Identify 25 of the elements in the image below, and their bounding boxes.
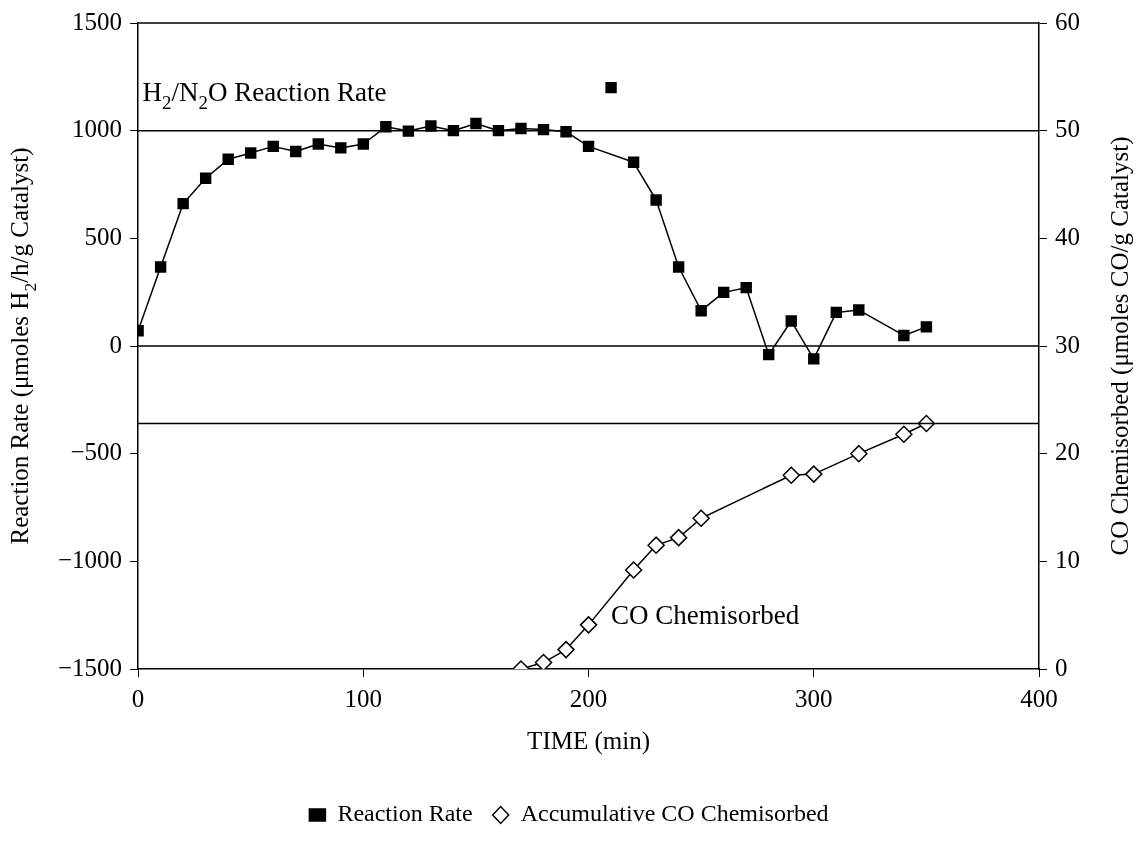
- y2-tick-label: 60: [1055, 7, 1080, 35]
- y-tick-label: −500: [70, 438, 123, 466]
- x-tick-label: 200: [569, 684, 608, 712]
- y-tick-label: −1000: [57, 545, 123, 573]
- x-tick-label: 100: [344, 684, 383, 712]
- x-axis-title: TIME (min): [527, 727, 650, 755]
- y-tick-label: 1000: [72, 115, 123, 143]
- annotation: CO Chemisorbed: [611, 599, 800, 630]
- y-tick-label: 0: [109, 330, 123, 358]
- y-tick-label: 1500: [72, 7, 123, 35]
- y2-tick-label: 0: [1055, 653, 1068, 681]
- y-tick-label: −1500: [57, 653, 123, 681]
- y2-tick-label: 10: [1055, 545, 1080, 573]
- legend-label: Accumulative CO Chemisorbed: [520, 800, 829, 827]
- y2-axis-title: CO Chemisorbed (μmoles CO/g Catalyst): [1106, 136, 1134, 556]
- y2-tick-label: 20: [1055, 438, 1080, 466]
- legend-label: Reaction Rate: [337, 800, 473, 827]
- y2-tick-label: 50: [1055, 115, 1080, 143]
- x-tick-label: 300: [795, 684, 833, 712]
- x-tick-label: 400: [1020, 684, 1058, 712]
- y-axis-title: Reaction Rate (μmoles H2/h/g Catalyst): [6, 147, 40, 545]
- y-tick-label: 500: [84, 222, 123, 250]
- y2-tick-label: 40: [1055, 222, 1080, 250]
- x-tick-label: 0: [131, 684, 145, 712]
- y2-tick-label: 30: [1055, 330, 1080, 358]
